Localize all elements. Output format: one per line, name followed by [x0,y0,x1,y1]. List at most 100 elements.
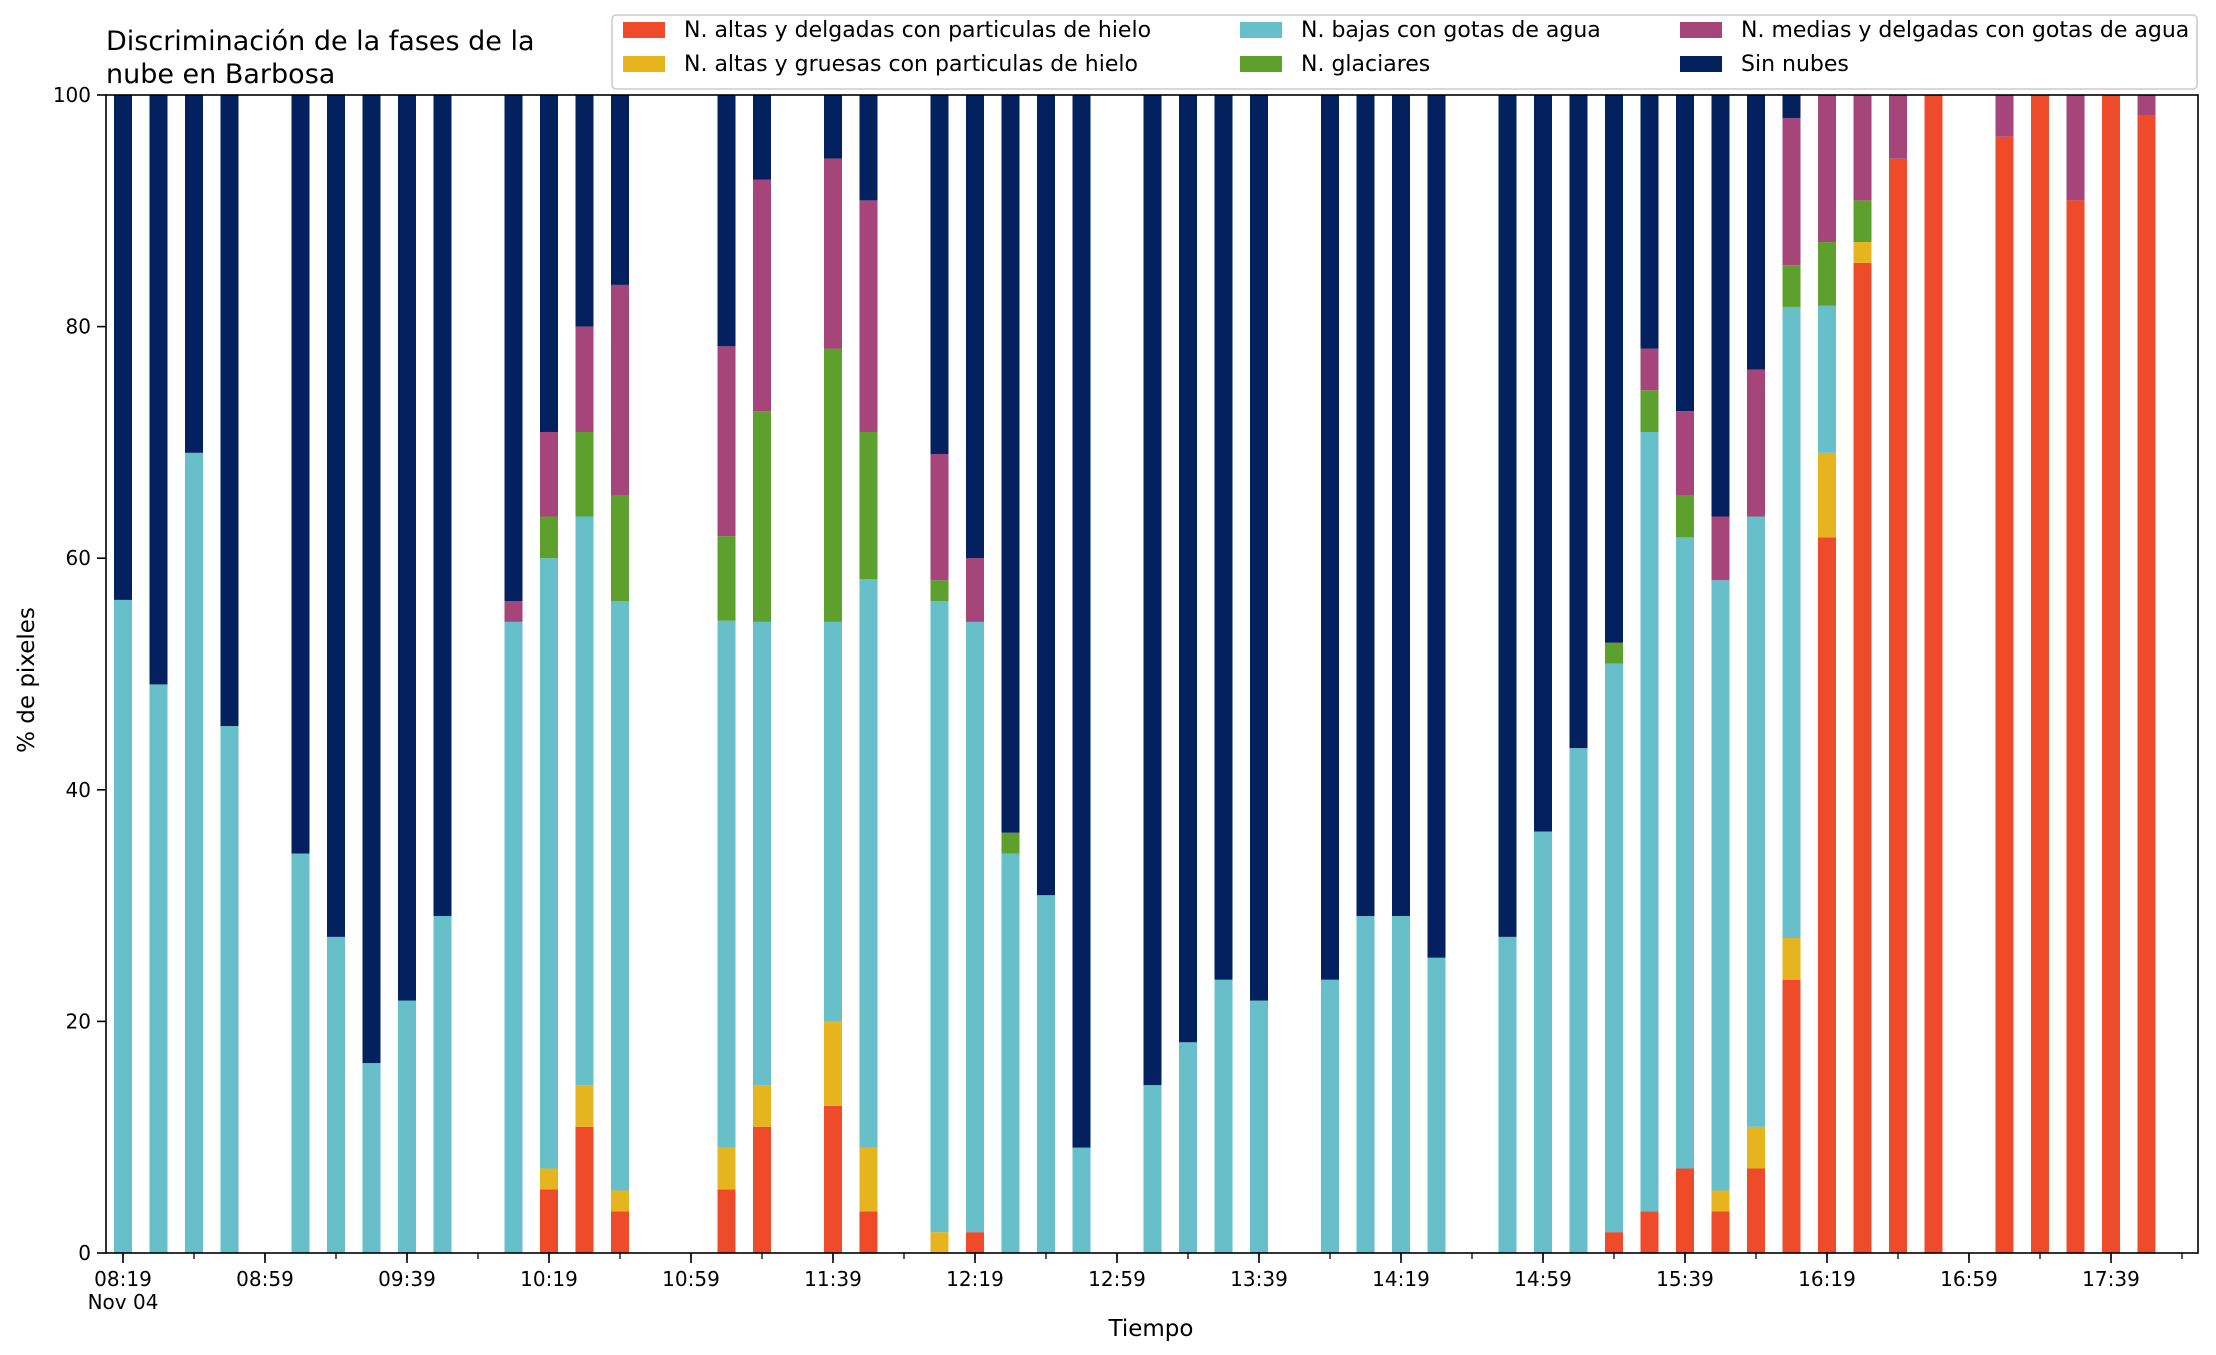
bar-stack-0839 [185,95,203,1253]
bar-segment-sin_nubes [504,95,523,602]
bar-segment-sin_nubes [149,95,168,685]
bar-segment-sin_nubes [753,95,771,180]
bar-segment-altas_delgadas [611,1211,629,1253]
bar-segment-bajas [824,621,842,1022]
bar-stack-1219 [966,95,984,1253]
legend-swatch [623,56,665,72]
x-tick-label: 16:19 [1798,1267,1856,1291]
bar-stack-1629 [1853,95,1872,1253]
bar-segment-glaciares [859,431,878,580]
bar-segment-altas_delgadas [1605,1232,1623,1253]
bar-stack-1329 [1214,95,1233,1253]
bar-stack-0929 [362,95,381,1253]
bar-segment-altas_gruesas [1747,1126,1765,1169]
bar-segment-altas_delgadas [2031,95,2049,1253]
legend: N. altas y delgadas con particulas de hi… [611,14,2198,90]
bar-segment-glaciares [611,495,629,602]
bar-stack-1509 [1569,95,1588,1253]
legend-label: N. medias y delgadas con gotas de agua [1741,18,2189,43]
bar-segment-altas_gruesas [1711,1190,1730,1212]
bar-segment-altas_gruesas [930,1232,949,1253]
bar-segment-altas_delgadas [824,1105,842,1253]
legend-box [611,14,2198,90]
x-tick-sublabel: Nov 04 [88,1290,159,1314]
bar-segment-sin_nubes [1676,95,1694,412]
bar-stack-1519 [1605,95,1623,1253]
bar-segment-bajas [859,579,878,1148]
bar-stack-1749 [2137,95,2156,1254]
bar-segment-sin_nubes [1534,95,1552,832]
bar-segment-sin_nubes [291,95,310,854]
bar-segment-medias [2066,95,2085,201]
bar-segment-bajas [327,936,345,1253]
bar-segment-sin_nubes [824,95,842,159]
bar-segment-bajas [1427,957,1446,1253]
bar-segment-altas_delgadas [575,1126,594,1253]
bar-segment-sin_nubes [398,95,416,1001]
bar-stack-1739 [2102,95,2120,1253]
bar-segment-sin_nubes [575,95,594,327]
bar-segment-sin_nubes [1250,95,1268,1001]
bar-stack-0909 [291,95,310,1253]
bar-stack-1409 [1356,95,1375,1253]
bar-stack-0919 [327,95,345,1253]
chart-title-line-2: nube en Barbosa [106,59,335,90]
legend-entry-bajas: N. bajas con gotas de agua [1240,18,1601,43]
bar-segment-sin_nubes [540,95,558,432]
x-tick-label: 09:39 [378,1267,436,1291]
bar-stack-1419 [1392,95,1410,1253]
bar-stack-1619 [1818,95,1836,1253]
bar-segment-bajas [575,516,594,1086]
bar-segment-altas_delgadas [1640,1211,1659,1253]
bar-stack-1429 [1427,95,1446,1253]
bar-segment-medias [1747,369,1765,517]
bar-segment-altas_delgadas [1889,158,1907,1254]
bar-segment-medias [859,200,878,432]
bar-stack-1459 [1534,95,1552,1253]
bar-stack-1639 [1889,95,1907,1254]
bar-stack-1029 [575,95,594,1253]
bar-segment-altas_gruesas [1782,938,1801,980]
x-tick-label: 08:59 [236,1267,294,1291]
bar-segment-bajas [717,620,736,1148]
bar-stack-1609 [1782,95,1801,1253]
bar-segment-bajas [291,853,310,1253]
bar-stack-1009 [504,95,523,1253]
bar-stack-1239 [1037,95,1055,1253]
bar-segment-altas_delgadas [1818,537,1836,1253]
x-tick-label: 17:39 [2082,1267,2140,1291]
bar-segment-altas_gruesas [753,1085,771,1127]
bar-segment-bajas [540,558,558,1169]
x-tick-label: 10:19 [520,1267,578,1291]
bar-segment-bajas [1072,1147,1091,1253]
bar-segment-bajas [1640,431,1659,1212]
bar-segment-bajas [1143,1085,1162,1253]
x-tick-label: 10:59 [662,1267,720,1291]
bar-segment-bajas [1179,1042,1197,1253]
legend-swatch [1680,56,1722,72]
bar-segment-glaciares [1001,832,1020,854]
bar-stack-0829 [149,95,168,1253]
legend-swatch [1680,22,1722,38]
bar-segment-sin_nubes [1569,95,1588,749]
bar-stack-1119 [753,95,771,1253]
bar-stack-1359 [1321,95,1339,1253]
bar-segment-altas_delgadas [1747,1168,1765,1253]
bar-stack-1549 [1711,95,1730,1253]
bar-segment-medias [575,326,594,432]
bar-segment-medias [1889,95,1907,159]
x-tick-label: 14:59 [1514,1267,1572,1291]
bar-segment-altas_delgadas [2102,95,2120,1253]
y-axis-label: % de pixeles [14,607,40,753]
bar-segment-bajas [220,726,239,1253]
bar-segment-sin_nubes [1179,95,1197,1043]
legend-entry-glaciares: N. glaciares [1240,52,1430,77]
x-tick-label: 12:19 [946,1267,1004,1291]
bar-segment-sin_nubes [859,95,878,201]
bar-segment-sin_nubes [1321,95,1339,980]
legend-swatch [1240,56,1282,72]
bar-segment-medias [966,558,984,622]
bar-segment-bajas [1605,663,1623,1233]
bar-segment-sin_nubes [966,95,984,559]
